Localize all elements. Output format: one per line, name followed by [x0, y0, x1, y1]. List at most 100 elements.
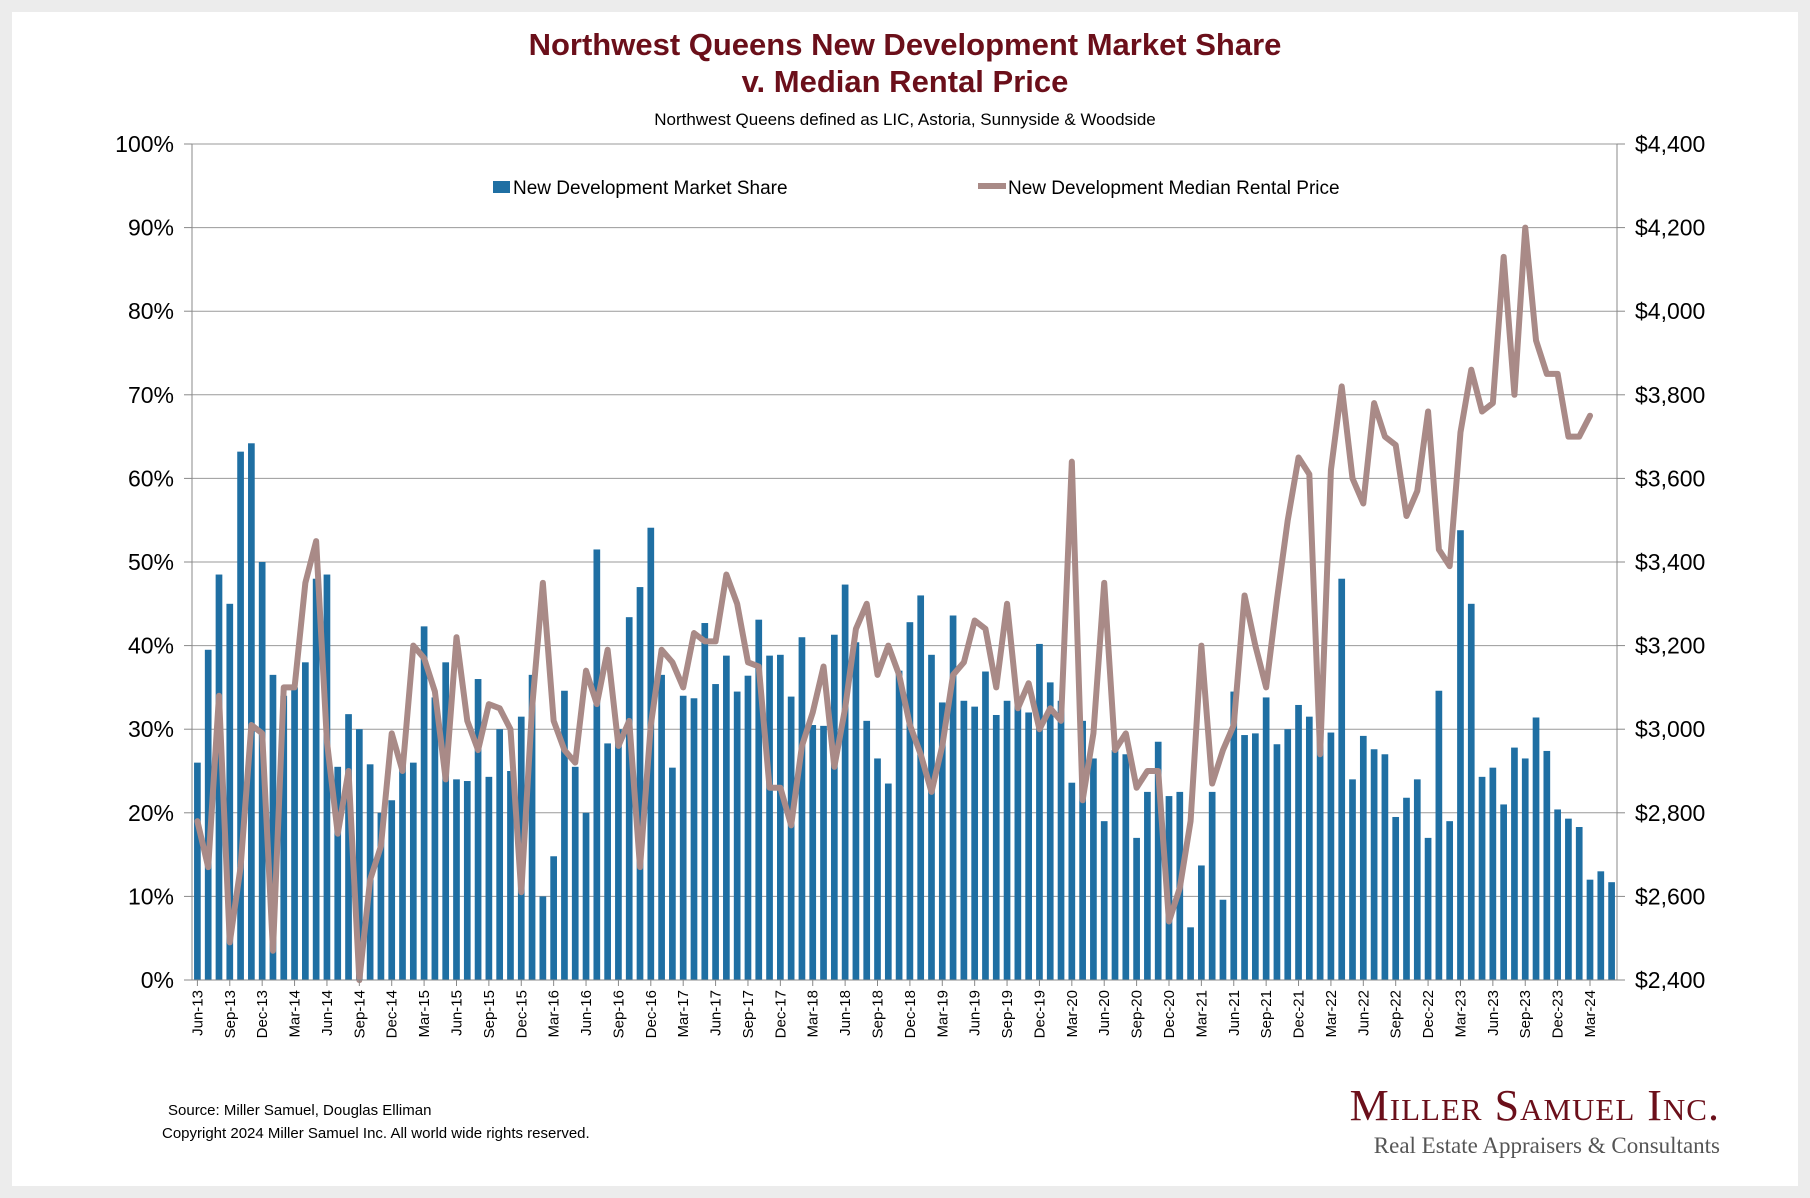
market-share-bar: [1154, 741, 1162, 980]
market-share-bar: [1424, 837, 1432, 980]
market-share-bar: [1349, 779, 1356, 980]
market-share-bar: [1262, 697, 1270, 980]
market-share-bar: [787, 696, 795, 980]
market-share-bar: [237, 451, 244, 980]
market-share-bar: [334, 766, 342, 980]
market-share-bar: [1014, 700, 1022, 980]
market-share-bar: [1208, 791, 1216, 980]
market-share-bar: [1489, 767, 1497, 980]
left-tick-label: 10%: [128, 883, 174, 909]
market-share-bar: [1122, 754, 1130, 980]
copyright-note: Copyright 2024 Miller Samuel Inc. All wo…: [162, 1125, 590, 1142]
right-tick-label: $2,400: [1635, 967, 1705, 993]
x-tick-label: Mar-14: [287, 990, 304, 1038]
right-tick-label: $2,600: [1635, 883, 1705, 909]
market-share-bar: [269, 674, 277, 980]
market-share-bar: [928, 654, 935, 980]
market-share-bar: [1359, 735, 1367, 980]
market-share-bar: [1403, 797, 1410, 980]
brand-logo: Miller Samuel Inc. Real Estate Appraiser…: [1320, 1080, 1720, 1159]
market-share-bar: [1565, 818, 1572, 980]
market-share-bar: [539, 896, 547, 980]
left-tick-label: 60%: [128, 465, 174, 491]
x-tick-label: Jun-18: [837, 990, 854, 1036]
market-share-bar: [280, 695, 288, 980]
chart-title-line-1: Northwest Queens New Development Market …: [528, 27, 1282, 62]
x-tick-label: Jun-19: [967, 990, 984, 1036]
market-share-bar: [1500, 804, 1507, 980]
market-share-bar: [323, 574, 331, 980]
x-tick-label: Dec-20: [1161, 990, 1178, 1038]
market-share-bar: [949, 615, 957, 980]
market-share-bar: [1187, 927, 1194, 980]
left-tick-label: 0%: [141, 967, 174, 993]
x-tick-label: Sep-19: [999, 990, 1016, 1038]
x-tick-label: Dec-21: [1291, 990, 1308, 1038]
market-share-bar: [723, 655, 730, 980]
market-share-bar: [1543, 750, 1551, 980]
market-share-bar: [312, 578, 320, 980]
left-tick-label: 20%: [128, 800, 174, 826]
x-tick-label: Mar-18: [805, 990, 822, 1038]
market-share-bar: [453, 779, 460, 980]
x-tick-label: Sep-20: [1129, 990, 1146, 1038]
market-share-bar: [863, 720, 871, 980]
chart-title: Northwest Queens New Development Market …: [0, 26, 1810, 100]
right-tick-label: $3,800: [1635, 382, 1705, 408]
market-share-bar: [669, 767, 676, 980]
market-share-bar: [766, 655, 773, 980]
market-share-bar: [744, 675, 752, 980]
market-share-bar: [1521, 758, 1529, 980]
market-share-bar: [204, 649, 212, 980]
market-share-bar: [895, 670, 903, 980]
x-tick-label: Jun-16: [578, 990, 595, 1036]
market-share-bar: [625, 617, 633, 980]
market-share-bar: [604, 743, 611, 980]
x-tick-label: Dec-16: [643, 990, 660, 1038]
market-share-bar: [1057, 700, 1065, 980]
market-share-bar: [463, 781, 471, 980]
market-share-bar: [1327, 732, 1335, 980]
market-share-bar: [409, 762, 417, 980]
market-share-bar: [809, 725, 817, 980]
right-tick-label: $3,600: [1635, 465, 1705, 491]
market-share-bar: [1381, 754, 1389, 980]
x-tick-label: Mar-19: [934, 990, 951, 1038]
market-share-bar: [345, 714, 352, 980]
x-tick-label: Dec-15: [513, 990, 530, 1038]
market-share-bar: [1446, 821, 1454, 980]
source-note: Source: Miller Samuel, Douglas Elliman: [168, 1102, 432, 1119]
market-share-bar: [917, 595, 925, 980]
market-share-bar: [1305, 716, 1313, 980]
market-share-bar: [1575, 827, 1583, 980]
market-share-bar: [1025, 712, 1032, 980]
legend-label-rental-price: New Development Median Rental Price: [1008, 178, 1340, 199]
market-share-bar: [1586, 879, 1594, 980]
market-share-bar: [194, 762, 201, 980]
market-share-bar: [1284, 729, 1292, 980]
market-share-bar: [355, 729, 363, 980]
right-tick-label: $4,200: [1635, 215, 1705, 241]
market-share-bar: [226, 603, 234, 980]
market-share-bar: [474, 679, 482, 980]
market-share-bar: [938, 702, 946, 980]
market-share-bar: [561, 690, 568, 980]
left-tick-label: 50%: [128, 549, 174, 575]
market-share-bar: [992, 714, 1000, 980]
market-share-bar: [1338, 578, 1346, 980]
market-share-bar: [1090, 758, 1097, 980]
chart-title-line-2: v. Median Rental Price: [741, 64, 1069, 99]
left-tick-label: 40%: [128, 633, 174, 659]
market-share-bar: [431, 697, 439, 980]
market-share-bar: [1608, 882, 1615, 980]
market-share-bar: [1144, 791, 1151, 980]
x-tick-label: Jun-15: [448, 990, 465, 1036]
market-share-bar: [733, 691, 741, 980]
x-tick-label: Mar-17: [675, 990, 692, 1038]
market-share-bar: [701, 623, 709, 980]
legend-swatch-market-share: [493, 181, 510, 193]
market-share-bar: [1036, 643, 1043, 980]
market-share-bar: [1597, 871, 1605, 980]
market-share-bar: [485, 776, 493, 980]
brand-tagline: Real Estate Appraisers & Consultants: [1373, 1133, 1720, 1158]
